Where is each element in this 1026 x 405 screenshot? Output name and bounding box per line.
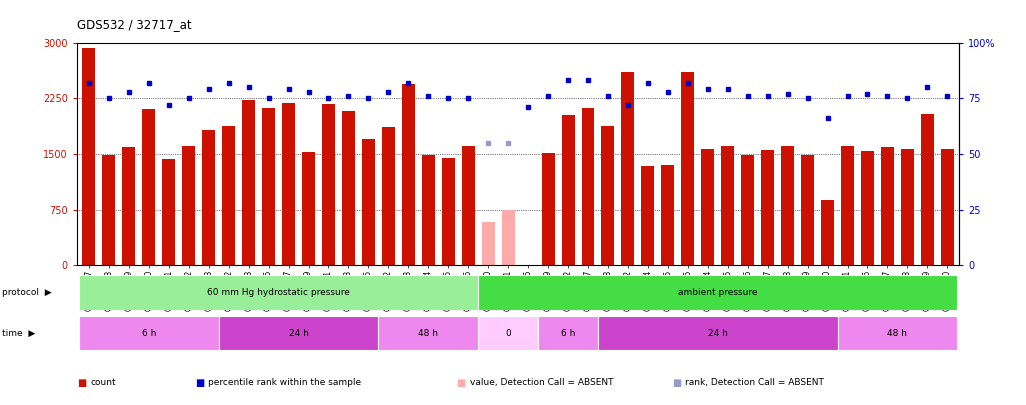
Bar <box>342 111 355 265</box>
Bar <box>478 275 957 310</box>
Bar <box>382 127 395 265</box>
Bar <box>861 151 874 265</box>
Bar <box>921 114 934 265</box>
Text: ■: ■ <box>77 378 86 388</box>
Bar <box>202 130 215 265</box>
Text: ambient pressure: ambient pressure <box>678 288 757 297</box>
Bar <box>82 49 95 265</box>
Text: percentile rank within the sample: percentile rank within the sample <box>208 378 361 387</box>
Bar <box>622 72 634 265</box>
Bar <box>721 146 735 265</box>
Text: 0: 0 <box>505 328 511 338</box>
Bar <box>442 158 455 265</box>
Bar <box>841 147 854 265</box>
Bar <box>478 316 538 350</box>
Bar <box>79 316 219 350</box>
Bar <box>662 165 674 265</box>
Bar <box>262 108 275 265</box>
Bar <box>402 84 415 265</box>
Bar <box>143 109 155 265</box>
Text: 6 h: 6 h <box>561 328 576 338</box>
Bar <box>598 316 837 350</box>
Bar <box>302 152 315 265</box>
Bar <box>362 139 374 265</box>
Text: 48 h: 48 h <box>887 328 907 338</box>
Text: protocol  ▶: protocol ▶ <box>2 288 51 297</box>
Bar <box>542 153 555 265</box>
Bar <box>801 155 814 265</box>
Bar <box>702 149 714 265</box>
Bar <box>183 146 195 265</box>
Bar <box>422 155 435 265</box>
Text: value, Detection Call = ABSENT: value, Detection Call = ABSENT <box>470 378 614 387</box>
Text: 60 mm Hg hydrostatic pressure: 60 mm Hg hydrostatic pressure <box>207 288 350 297</box>
Bar <box>379 316 478 350</box>
Text: ■: ■ <box>457 378 466 388</box>
Text: ■: ■ <box>195 378 204 388</box>
Bar <box>741 155 754 265</box>
Bar <box>162 159 175 265</box>
Bar <box>79 275 478 310</box>
Text: 24 h: 24 h <box>288 328 309 338</box>
Bar <box>502 210 515 265</box>
Bar <box>941 149 954 265</box>
Bar <box>322 104 334 265</box>
Bar <box>821 200 834 265</box>
Bar <box>641 166 655 265</box>
Bar <box>103 155 115 265</box>
Text: 24 h: 24 h <box>708 328 727 338</box>
Bar <box>582 108 594 265</box>
Bar <box>219 316 379 350</box>
Bar <box>242 100 255 265</box>
Text: rank, Detection Call = ABSENT: rank, Detection Call = ABSENT <box>685 378 824 387</box>
Text: time  ▶: time ▶ <box>2 328 35 338</box>
Bar <box>538 316 598 350</box>
Bar <box>282 103 295 265</box>
Bar <box>881 147 894 265</box>
Bar <box>837 316 957 350</box>
Bar <box>462 146 475 265</box>
Bar <box>561 115 575 265</box>
Bar <box>601 126 615 265</box>
Text: GDS532 / 32717_at: GDS532 / 32717_at <box>77 18 192 31</box>
Text: 48 h: 48 h <box>419 328 438 338</box>
Bar <box>122 147 135 265</box>
Bar <box>781 146 794 265</box>
Bar <box>681 72 695 265</box>
Text: ■: ■ <box>672 378 681 388</box>
Text: 6 h: 6 h <box>142 328 156 338</box>
Bar <box>901 149 914 265</box>
Bar <box>223 126 235 265</box>
Bar <box>761 150 775 265</box>
Text: count: count <box>90 378 116 387</box>
Bar <box>481 222 495 265</box>
